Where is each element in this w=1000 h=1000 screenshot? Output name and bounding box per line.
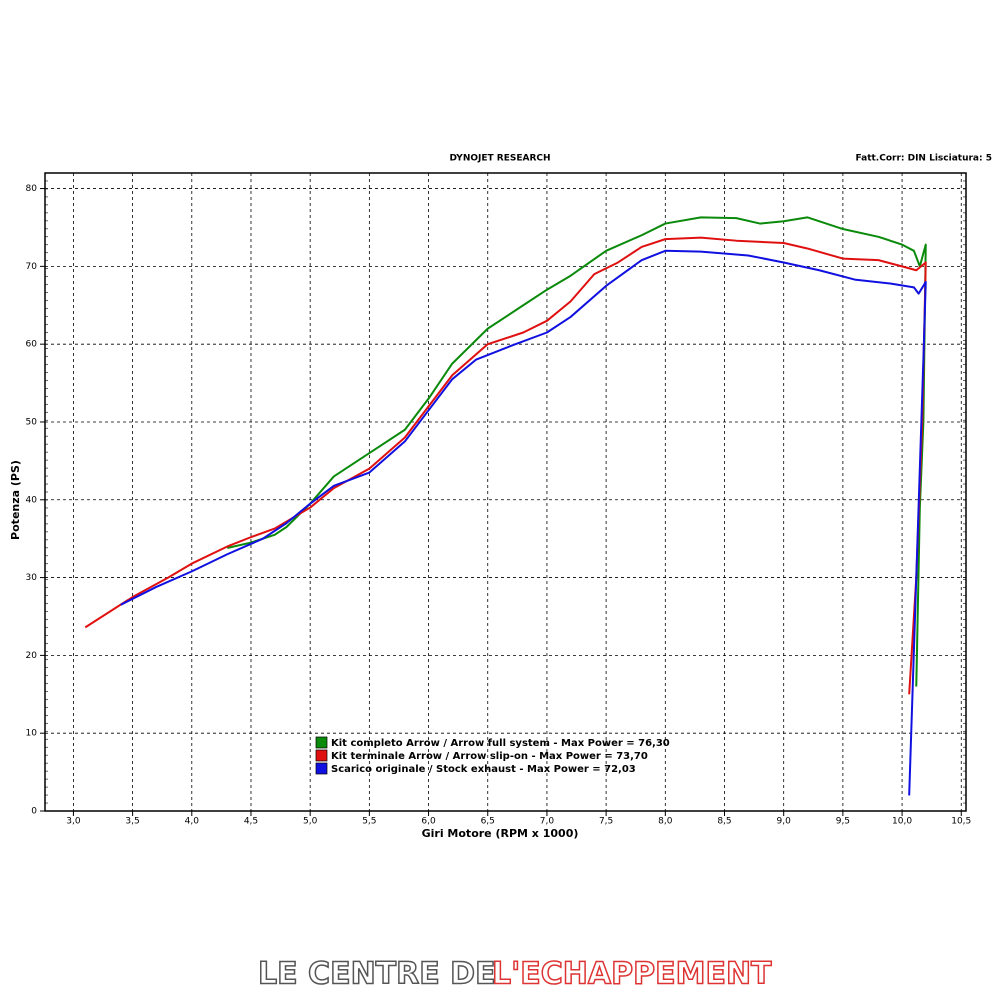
x-tick-label: 9,5 bbox=[836, 817, 850, 827]
chart-title: DYNOJET RESEARCH bbox=[449, 154, 550, 164]
x-tick-label: 9,0 bbox=[777, 817, 792, 827]
legend-label: Kit terminale Arrow / Arrow slip-on - Ma… bbox=[331, 751, 648, 762]
legend-swatch bbox=[315, 762, 328, 775]
y-tick-label: 80 bbox=[26, 184, 38, 194]
legend-label: Kit completo Arrow / Arrow full system -… bbox=[331, 738, 670, 749]
y-axis-label: Potenza (PS) bbox=[9, 460, 22, 540]
series-line bbox=[120, 249, 927, 796]
y-tick-label: 50 bbox=[26, 417, 38, 427]
y-tick-label: 40 bbox=[26, 495, 38, 505]
x-tick-label: 8,5 bbox=[717, 817, 731, 827]
x-tick-label: 4,5 bbox=[244, 817, 258, 827]
series-line bbox=[84, 236, 927, 695]
chart-subtitle: Fatt.Corr: DIN Lisciatura: 5 bbox=[856, 154, 993, 164]
footer-brand-right: L'ECHAPPEMENT bbox=[492, 957, 772, 992]
x-tick-label: 8,0 bbox=[658, 817, 673, 827]
x-tick-label: 4,0 bbox=[185, 817, 200, 827]
footer-brand-left: LE CENTRE DE bbox=[258, 957, 496, 992]
x-tick-label: 6,0 bbox=[421, 817, 436, 827]
x-tick-label: 10,5 bbox=[951, 817, 971, 827]
legend-swatch bbox=[315, 736, 328, 749]
legend-label: Scarico originale / Stock exhaust - Max … bbox=[331, 764, 636, 775]
y-tick-label: 30 bbox=[26, 573, 38, 583]
plot-area bbox=[44, 172, 967, 812]
x-tick-label: 3,0 bbox=[66, 817, 81, 827]
x-tick-label: 7,5 bbox=[599, 817, 613, 827]
y-tick-label: 10 bbox=[26, 729, 38, 739]
x-tick-label: 5,0 bbox=[303, 817, 318, 827]
x-tick-label: 3,5 bbox=[125, 817, 139, 827]
x-tick-label: 7,0 bbox=[540, 817, 555, 827]
x-tick-label: 10,0 bbox=[892, 817, 912, 827]
y-tick-label: 20 bbox=[26, 651, 38, 661]
y-tick-label: 60 bbox=[26, 340, 38, 350]
legend-swatch bbox=[315, 749, 328, 762]
y-tick-label: 0 bbox=[31, 807, 37, 817]
x-axis-label: Giri Motore (RPM x 1000) bbox=[422, 827, 579, 840]
x-tick-label: 6,5 bbox=[481, 817, 495, 827]
y-tick-label: 70 bbox=[26, 262, 38, 272]
series-line bbox=[227, 216, 927, 687]
x-tick-label: 5,5 bbox=[362, 817, 376, 827]
